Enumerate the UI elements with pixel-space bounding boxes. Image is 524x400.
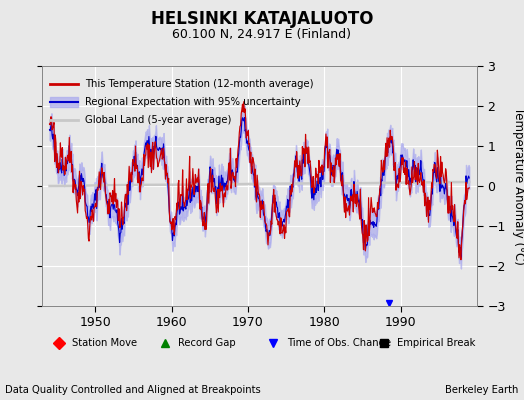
Text: This Temperature Station (12-month average): This Temperature Station (12-month avera… bbox=[85, 79, 314, 89]
Text: Regional Expectation with 95% uncertainty: Regional Expectation with 95% uncertaint… bbox=[85, 97, 301, 107]
Text: Data Quality Controlled and Aligned at Breakpoints: Data Quality Controlled and Aligned at B… bbox=[5, 385, 261, 395]
Text: Berkeley Earth: Berkeley Earth bbox=[445, 385, 519, 395]
Text: Time of Obs. Change: Time of Obs. Change bbox=[287, 338, 391, 348]
Text: Station Move: Station Move bbox=[72, 338, 137, 348]
Text: 60.100 N, 24.917 E (Finland): 60.100 N, 24.917 E (Finland) bbox=[172, 28, 352, 41]
Text: HELSINKI KATAJALUOTO: HELSINKI KATAJALUOTO bbox=[151, 10, 373, 28]
Text: Global Land (5-year average): Global Land (5-year average) bbox=[85, 114, 232, 124]
Text: Record Gap: Record Gap bbox=[178, 338, 236, 348]
Y-axis label: Temperature Anomaly (°C): Temperature Anomaly (°C) bbox=[512, 107, 524, 265]
Text: Empirical Break: Empirical Break bbox=[398, 338, 476, 348]
